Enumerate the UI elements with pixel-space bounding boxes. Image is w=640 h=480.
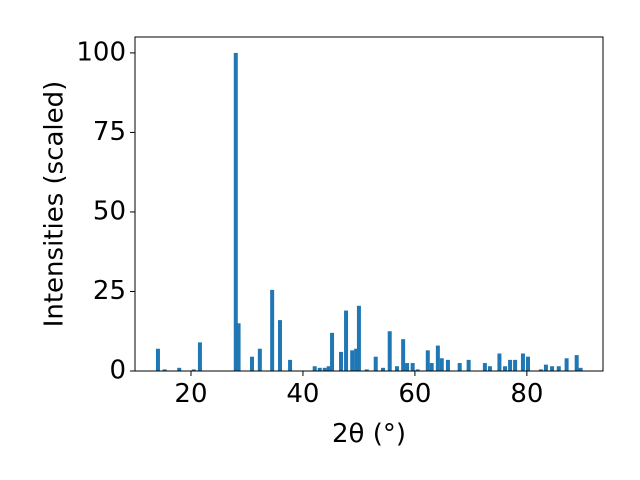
bar (525, 356, 530, 371)
bar (356, 305, 361, 371)
bar (487, 366, 492, 371)
y-tick-label: 0 (109, 356, 126, 386)
bar (429, 363, 434, 371)
x-tick-label: 80 (510, 379, 543, 409)
y-tick-label: 75 (93, 117, 126, 147)
bar (277, 320, 282, 371)
x-tick-label: 40 (286, 379, 319, 409)
bar (503, 366, 508, 371)
bar (250, 356, 254, 371)
y-tick-label: 50 (93, 196, 126, 226)
y-tick-label: 100 (76, 37, 126, 67)
bar (191, 369, 196, 371)
bar (354, 348, 359, 371)
bar (326, 366, 331, 371)
bar (236, 323, 241, 371)
bar (350, 350, 355, 371)
bar (513, 359, 518, 371)
bar (380, 367, 385, 371)
bar (564, 358, 569, 371)
bar (312, 366, 317, 371)
bar (410, 363, 415, 371)
bar (445, 359, 450, 371)
bar (550, 366, 555, 371)
bar (405, 363, 410, 371)
bar (435, 345, 440, 371)
bar (288, 359, 293, 371)
bar (330, 332, 335, 371)
bar (574, 355, 579, 371)
bar (457, 363, 462, 371)
bar (578, 367, 583, 371)
bar (364, 369, 369, 371)
bar (482, 363, 487, 371)
bar (162, 369, 167, 371)
bar (538, 369, 543, 371)
bar (439, 358, 444, 371)
y-axis-label: Intensities (scaled) (40, 81, 70, 328)
plot-frame (134, 36, 604, 372)
bar (317, 367, 322, 371)
y-tick-label: 25 (93, 276, 126, 306)
x-tick-label: 20 (174, 379, 207, 409)
bar (466, 359, 471, 371)
bar (415, 369, 420, 371)
bar (339, 351, 344, 371)
bar (520, 353, 525, 371)
x-axis-label: 2θ (°) (332, 419, 406, 449)
bar (270, 289, 275, 371)
bar (373, 356, 378, 371)
bar (344, 310, 349, 371)
x-tick-label: 60 (398, 379, 431, 409)
bar (556, 366, 561, 371)
bar (177, 367, 182, 371)
bar (401, 339, 406, 371)
bar (197, 342, 202, 371)
bar (543, 364, 548, 371)
bar (425, 350, 430, 371)
bar (257, 348, 262, 371)
bar (155, 348, 160, 371)
bar (322, 367, 327, 371)
bar (394, 366, 399, 371)
bar (497, 353, 502, 371)
bar (387, 331, 392, 371)
bar (233, 52, 238, 372)
bar (508, 359, 513, 371)
